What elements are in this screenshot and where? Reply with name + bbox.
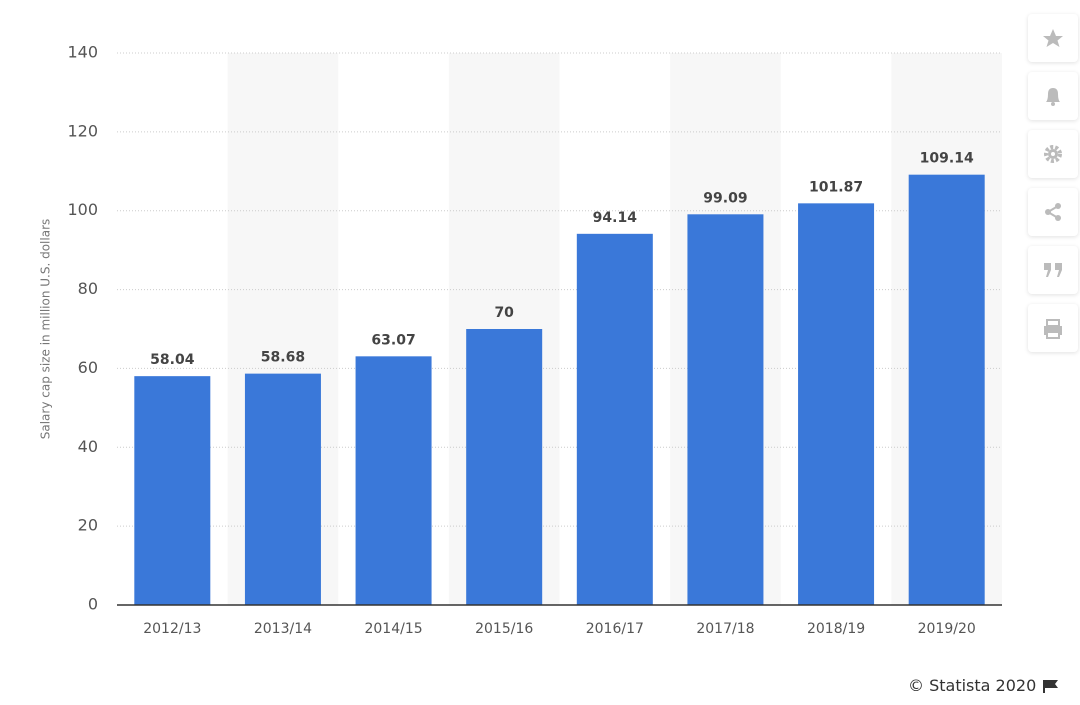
- bar: [244, 373, 321, 605]
- value-label: 58.04: [150, 352, 195, 368]
- y-tick-label: 100: [67, 200, 98, 219]
- print-button[interactable]: [1028, 304, 1078, 352]
- value-label: 58.68: [261, 350, 305, 366]
- notification-button[interactable]: [1028, 72, 1078, 120]
- x-tick-label: 2015/16: [475, 621, 533, 637]
- y-tick-label: 120: [67, 121, 98, 140]
- share-button[interactable]: [1028, 188, 1078, 236]
- source-text: © Statista 2020: [908, 676, 1037, 695]
- x-tick-label: 2017/18: [696, 621, 754, 637]
- value-label: 101.87: [809, 179, 863, 195]
- y-tick-label: 140: [67, 43, 98, 62]
- bar: [134, 376, 211, 605]
- bar: [687, 214, 764, 605]
- source: © Statista 2020: [908, 676, 1060, 695]
- bar: [908, 174, 985, 605]
- y-tick-label: 60: [78, 358, 98, 377]
- y-tick-label: 20: [78, 516, 98, 535]
- bar: [798, 203, 875, 606]
- x-tick-label: 2012/13: [143, 621, 201, 637]
- bar: [355, 356, 432, 605]
- y-tick-label: 0: [88, 595, 98, 614]
- value-label: 63.07: [371, 332, 415, 348]
- value-label: 94.14: [593, 210, 638, 226]
- value-label: 99.09: [703, 190, 747, 206]
- flag-icon[interactable]: [1042, 678, 1060, 694]
- x-tick-label: 2016/17: [586, 621, 644, 637]
- chart: Salary cap size in million U.S. dollars …: [39, 43, 1002, 637]
- x-tick-label: 2014/15: [364, 621, 422, 637]
- x-tick-label: 2019/20: [918, 621, 976, 637]
- value-label: 109.14: [920, 151, 974, 167]
- bar: [576, 233, 653, 605]
- cite-button[interactable]: [1028, 246, 1078, 294]
- y-tick-label: 40: [78, 437, 98, 456]
- x-tick-label: 2013/14: [254, 621, 312, 637]
- y-axis-label: Salary cap size in million U.S. dollars: [39, 219, 53, 440]
- bar: [466, 329, 543, 605]
- favorite-button[interactable]: [1028, 14, 1078, 62]
- y-tick-label: 80: [78, 279, 98, 298]
- x-tick-label: 2018/19: [807, 621, 865, 637]
- settings-button[interactable]: [1028, 130, 1078, 178]
- value-label: 70: [494, 305, 514, 321]
